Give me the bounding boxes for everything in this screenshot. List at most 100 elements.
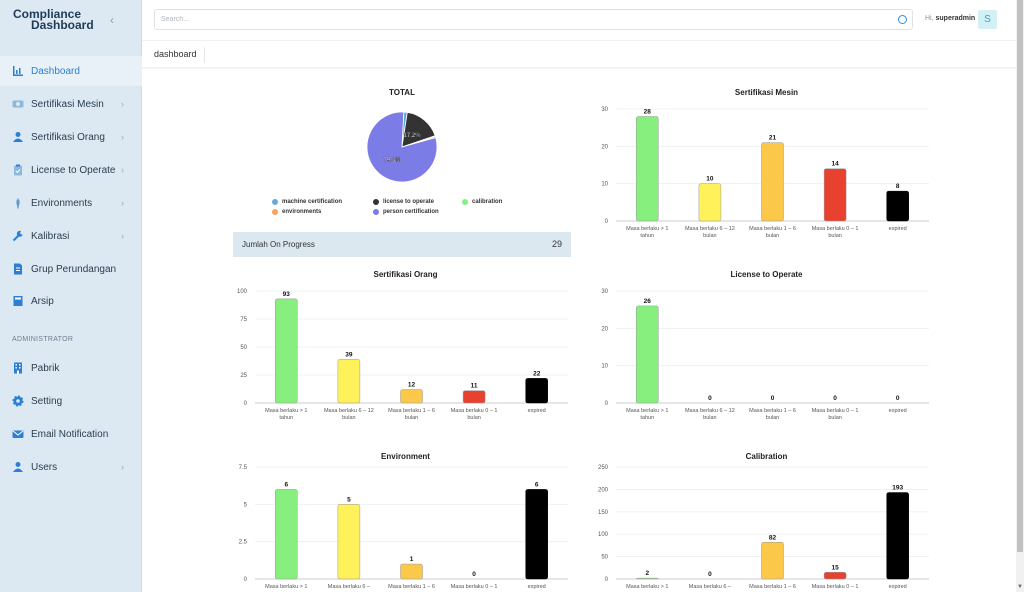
sidebar-item-arsip[interactable]: Arsip	[0, 286, 142, 316]
bar-3[interactable]	[761, 542, 784, 580]
bar-1[interactable]	[275, 298, 298, 404]
bar-3[interactable]	[761, 142, 784, 222]
bar-chart-license-to-operate: 0 10 20 30 26 Masa berlaku > 1 tahun 0 Masa berl…	[601, 289, 929, 421]
bar-1[interactable]	[636, 577, 659, 580]
sidebar-item-grup-perundangan[interactable]: Grup Perundangan	[0, 254, 142, 284]
y-tick-label: 200	[598, 487, 609, 493]
user-greeting: Hi, superadmin	[925, 15, 975, 22]
sidebar-section-admin: ADMINISTRATOR	[12, 336, 74, 343]
topbar: Hi, superadmin S	[142, 0, 1016, 40]
bar-2[interactable]	[337, 504, 361, 580]
search-input[interactable]	[161, 12, 881, 27]
sidebar-item-label: Sertifikasi Orang	[31, 131, 105, 143]
x-tick-label: Masa berlaku 1 – 6 bulan	[749, 408, 796, 421]
x-tick-label: Masa berlaku 1 – 6	[388, 584, 435, 590]
progress-summary[interactable]: Jumlah On Progress 29	[233, 232, 571, 257]
x-tick-label: Masa berlaku 1 – 6	[749, 584, 796, 590]
scroll-down-icon[interactable]: ▼	[1017, 584, 1023, 590]
chevron-right-icon: ›	[121, 198, 124, 208]
sidebar-item-email-notification[interactable]: Email Notification	[0, 419, 142, 449]
legend-item[interactable]: person certification	[373, 209, 439, 215]
search-icon[interactable]	[898, 15, 907, 24]
bar-value-label: 0	[472, 571, 476, 578]
x-tick-label: Masa berlaku 0 – 1	[812, 584, 859, 590]
sidebar-item-setting[interactable]: Setting	[0, 386, 142, 416]
breadcrumb-bar: dashboard	[142, 40, 1016, 68]
envelope-icon	[12, 428, 24, 440]
bar-5[interactable]	[525, 489, 548, 580]
breadcrumb: dashboard	[154, 49, 197, 59]
bar-4[interactable]	[823, 572, 847, 580]
sidebar-collapse-icon[interactable]: ‹	[110, 13, 114, 27]
bar-4[interactable]	[462, 390, 486, 404]
bar-2[interactable]	[698, 183, 722, 222]
y-tick-label: 10	[601, 182, 608, 188]
progress-label: Jumlah On Progress	[242, 240, 315, 249]
bar-value-label: 8	[896, 183, 900, 190]
bar-3[interactable]	[400, 389, 423, 404]
sidebar-item-label: Arsip	[31, 295, 54, 307]
sidebar-item-users[interactable]: Users ›	[0, 452, 142, 482]
legend-item[interactable]: calibration	[462, 199, 502, 205]
sidebar-item-kalibrasi[interactable]: Kalibrasi ›	[0, 221, 142, 251]
x-tick-label: Masa berlaku > 1 tahun	[265, 408, 307, 421]
bar-1[interactable]	[636, 305, 659, 404]
brand-logo[interactable]: Compliance Dashboard ‹	[0, 0, 141, 44]
pie-title: TOTAL	[389, 88, 415, 97]
bar-value-label: 22	[533, 370, 541, 377]
chevron-right-icon: ›	[121, 132, 124, 142]
sidebar-item-environments[interactable]: Environments ›	[0, 188, 142, 218]
pie-chart: 17.2% 79.3%	[366, 111, 438, 183]
bar-value-label: 39	[345, 351, 353, 358]
sidebar-item-label: Email Notification	[31, 428, 109, 440]
legend-item[interactable]: machine certification	[272, 199, 342, 205]
bar-chart-calibration: 0 50 100 150 200 250 2 Masa berlaku > 1 0 Masa be…	[598, 465, 929, 590]
sidebar-item-license-to-operate[interactable]: License to Operate ›	[0, 155, 142, 185]
y-tick-label: 5	[244, 502, 248, 508]
y-tick-label: 2.5	[239, 540, 248, 546]
legend-swatch	[373, 209, 379, 215]
bar-value-label: 6	[284, 481, 288, 488]
x-tick-label: Masa berlaku 0 – 1 bulan	[812, 226, 859, 239]
sidebar-item-label: License to Operate	[31, 164, 116, 176]
bar-value-label: 82	[769, 534, 777, 541]
bar-value-label: 14	[831, 161, 839, 168]
bar-1[interactable]	[275, 489, 298, 580]
scrollbar-thumb[interactable]	[1017, 0, 1023, 552]
sidebar-item-label: Sertifikasi Mesin	[31, 98, 104, 110]
bar-5[interactable]	[525, 378, 548, 404]
legend-label: license to operate	[383, 199, 435, 205]
bar-3[interactable]	[400, 563, 423, 580]
bar-5[interactable]	[886, 190, 909, 222]
legend-item[interactable]: license to operate	[373, 199, 434, 205]
x-tick-label: Masa berlaku 6 – 12 bulan	[685, 408, 735, 421]
sidebar-item-sertifikasi-orang[interactable]: Sertifikasi Orang ›	[0, 122, 142, 152]
chart-title-sertifikasi-mesin: Sertifikasi Mesin	[734, 88, 799, 97]
bar-5[interactable]	[886, 492, 909, 580]
y-tick-label: 10	[601, 364, 608, 370]
bar-4[interactable]	[823, 168, 847, 222]
gear-icon	[12, 395, 24, 407]
bar-2[interactable]	[337, 359, 361, 404]
sidebar-item-pabrik[interactable]: Pabrik	[0, 353, 142, 383]
pie-slice-person-certification[interactable]	[366, 111, 438, 183]
chart-title-calibration: Calibration	[745, 452, 788, 461]
dashboard-content: TOTAL 17.2% 79.3% machine certification li…	[142, 69, 1016, 592]
x-tick-label: Masa berlaku > 1 tahun	[626, 226, 668, 239]
legend-item[interactable]: environments	[272, 209, 321, 215]
bar-value-label: 5	[347, 496, 351, 503]
x-tick-label: Masa berlaku 6 –	[689, 584, 732, 590]
clipboard-icon	[12, 164, 24, 176]
chart-title-environment: Environment	[381, 452, 430, 461]
page-scrollbar[interactable]: ▲ ▼	[1016, 0, 1024, 592]
bar-1[interactable]	[636, 116, 659, 222]
breadcrumb-divider	[204, 47, 205, 63]
sidebar-item-sertifikasi-mesin[interactable]: Sertifikasi Mesin ›	[0, 89, 142, 119]
x-tick-label: Masa berlaku > 1 tahun	[626, 408, 668, 421]
avatar[interactable]: S	[978, 10, 997, 29]
sidebar-item-dashboard[interactable]: Dashboard	[0, 56, 142, 86]
bar-value-label: 93	[283, 291, 291, 298]
chevron-right-icon: ›	[121, 99, 124, 109]
bar-value-label: 10	[706, 176, 714, 183]
